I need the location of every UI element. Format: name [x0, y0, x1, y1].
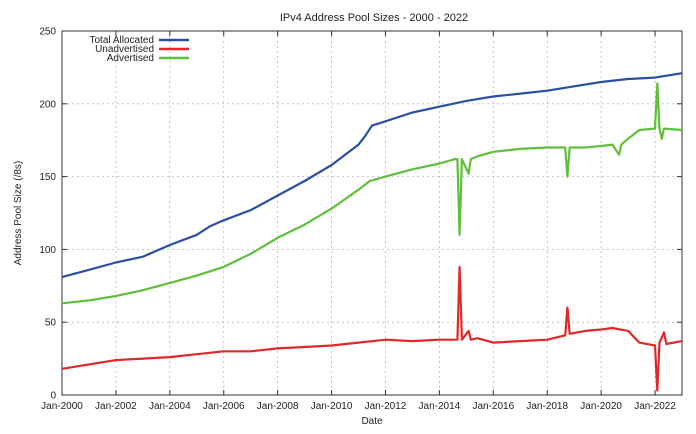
series-line-advertised — [61, 82, 683, 305]
x-tick-label: Jan-2004 — [149, 401, 191, 412]
x-tick-label: Jan-2008 — [257, 401, 299, 412]
y-tick-label: 0 — [50, 391, 56, 402]
legend-label-unadvertised: Unadvertised — [95, 44, 154, 55]
legend-label-total-allocated: Total Allocated — [90, 35, 155, 46]
plot-frame — [61, 30, 683, 396]
series-line-total-allocated — [61, 72, 683, 279]
y-tick-label: 150 — [39, 172, 56, 183]
grid — [62, 31, 682, 395]
x-tick-label: Jan-2000 — [41, 401, 83, 412]
x-tick-label: Jan-2022 — [634, 401, 676, 412]
chart-title: IPv4 Address Pool Sizes - 2000 - 2022 — [280, 12, 468, 24]
y-tick-label: 100 — [39, 245, 56, 256]
x-tick-label: Jan-2016 — [472, 401, 514, 412]
y-axis-title: Address Pool Size (/8s) — [13, 161, 24, 266]
y-axis: 0 50 100 150 200 250 — [39, 27, 682, 402]
series-line-unadvertised — [61, 265, 683, 392]
x-tick-label: Jan-2006 — [203, 401, 245, 412]
x-axis: Jan-2000 Jan-2002 Jan-2004 Jan-2006 Jan-2008… — [41, 31, 676, 412]
legend-label-advertised: Advertised — [107, 53, 154, 64]
x-tick-label: Jan-2010 — [311, 401, 353, 412]
x-tick-label: Jan-2014 — [419, 401, 461, 412]
y-tick-label: 200 — [39, 99, 56, 110]
x-tick-label: Jan-2012 — [365, 401, 407, 412]
x-axis-title: Date — [361, 416, 383, 427]
y-tick-label: 250 — [39, 27, 56, 38]
x-tick-label: Jan-2002 — [95, 401, 137, 412]
x-tick-label: Jan-2020 — [580, 401, 622, 412]
y-tick-label: 50 — [45, 318, 57, 329]
series-group — [61, 72, 683, 392]
x-tick-label: Jan-2018 — [526, 401, 568, 412]
